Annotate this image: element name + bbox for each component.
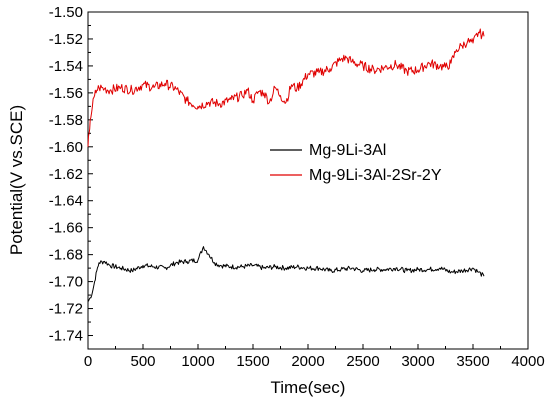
y-tick-label: -1.58 xyxy=(49,112,83,129)
x-tick-label: 500 xyxy=(130,353,155,370)
legend-label-2: Mg-9Li-3Al-2Sr-2Y xyxy=(309,167,442,184)
x-tick-label: 0 xyxy=(84,353,92,370)
y-tick-label: -1.52 xyxy=(49,31,83,48)
y-tick-label: -1.60 xyxy=(49,139,83,156)
y-tick-label: -1.50 xyxy=(49,4,83,21)
y-tick-label: -1.62 xyxy=(49,166,83,183)
plot-frame xyxy=(87,11,529,350)
y-tick-label: -1.64 xyxy=(49,193,83,210)
series-line-2 xyxy=(87,28,485,147)
x-tick-label: 2500 xyxy=(346,353,379,370)
x-tick-label: 3000 xyxy=(401,353,434,370)
y-tick-label: -1.72 xyxy=(49,301,83,318)
x-axis: 0 500 1000 1500 2000 2500 3000 3500 4000 xyxy=(84,344,545,370)
y-tick-label: -1.68 xyxy=(49,247,83,264)
x-axis-title: Time(sec) xyxy=(271,378,346,397)
series-layer xyxy=(87,28,485,303)
y-axis-title: Potential(V vs.SCE) xyxy=(7,105,26,255)
x-tick-label: 4000 xyxy=(511,353,544,370)
y-tick-label: -1.70 xyxy=(49,274,83,291)
x-tick-label: 1500 xyxy=(236,353,269,370)
y-tick-label: -1.66 xyxy=(49,220,83,237)
y-tick-label: -1.54 xyxy=(49,58,83,75)
x-tick-label: 1000 xyxy=(181,353,214,370)
legend: Mg-9Li-3Al Mg-9Li-3Al-2Sr-2Y xyxy=(270,142,442,184)
y-axis: -1.50 -1.52 -1.54 -1.56 -1.58 -1.60 -1.62 -1.64… xyxy=(49,4,93,350)
y-tick-label: -1.56 xyxy=(49,85,83,102)
x-tick-label: 3500 xyxy=(456,353,489,370)
legend-label-1: Mg-9Li-3Al xyxy=(309,142,386,159)
x-tick-label: 2000 xyxy=(291,353,324,370)
y-tick-label: -1.74 xyxy=(49,328,83,345)
series-line-1 xyxy=(87,246,485,303)
